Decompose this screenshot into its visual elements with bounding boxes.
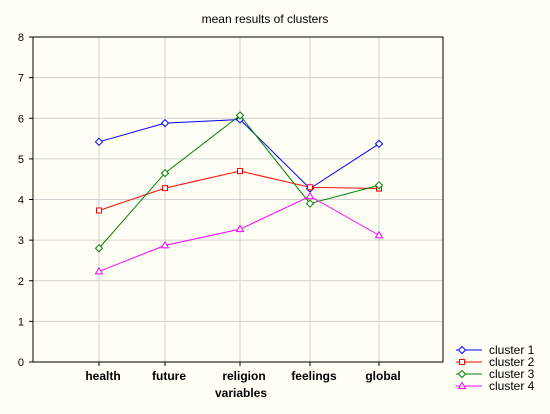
data-point: [374, 139, 384, 149]
chart-title: mean results of clusters: [202, 12, 329, 26]
series-3: [94, 111, 384, 253]
legend-marker: [457, 345, 467, 355]
data-point: [160, 118, 170, 128]
y-tick-label: 6: [18, 113, 24, 125]
legend-label: cluster 3: [489, 367, 535, 381]
y-axis: 0 1 2 3 4 5 6 7 8: [18, 32, 33, 369]
data-point: [305, 191, 315, 200]
data-point: [94, 266, 104, 275]
y-tick-label: 3: [18, 235, 24, 247]
legend-marker: [457, 369, 467, 379]
data-point: [307, 184, 313, 191]
y-tick-label: 1: [18, 316, 24, 328]
legend-item: cluster 2: [456, 355, 535, 369]
data-point: [235, 111, 245, 120]
data-point: [374, 181, 384, 190]
legend-label: cluster 1: [489, 343, 535, 357]
data-point: [237, 168, 243, 175]
data-point: [94, 137, 104, 147]
legend-marker: [459, 359, 465, 365]
legend-item: cluster 3: [456, 367, 535, 381]
y-tick-label: 5: [18, 154, 24, 166]
legend-item: cluster 1: [456, 343, 535, 357]
data-point: [160, 240, 170, 249]
y-tick-label: 0: [18, 357, 24, 369]
x-tick-label: future: [152, 369, 186, 383]
series-2: [96, 168, 382, 214]
y-tick-label: 2: [18, 276, 24, 288]
data-point: [235, 224, 245, 233]
x-tick-label: religion: [222, 369, 265, 383]
series-4: [94, 191, 384, 275]
x-tick-label: feelings: [291, 369, 337, 383]
x-tick-label: global: [365, 369, 400, 383]
data-point: [162, 185, 168, 192]
y-tick-label: 8: [18, 32, 24, 44]
data-point: [94, 244, 104, 253]
y-tick-label: 4: [18, 195, 24, 207]
legend-item: cluster 4: [456, 379, 535, 393]
y-tick-label: 7: [18, 73, 24, 85]
x-axis: health future religion feelings global: [85, 362, 401, 383]
data-point: [96, 207, 102, 214]
series-group: [94, 111, 384, 275]
legend-label: cluster 4: [489, 379, 535, 393]
data-point: [305, 199, 315, 208]
legend-label: cluster 2: [489, 355, 535, 369]
series-line: [98, 170, 380, 211]
legend-marker: [457, 381, 467, 389]
series-line: [98, 118, 380, 190]
series-1: [94, 115, 384, 193]
x-tick-label: health: [85, 369, 120, 383]
data-point: [374, 230, 384, 239]
series-line: [98, 195, 380, 272]
grid: [33, 37, 443, 362]
data-point: [160, 168, 170, 178]
x-axis-label: variables: [215, 386, 267, 400]
